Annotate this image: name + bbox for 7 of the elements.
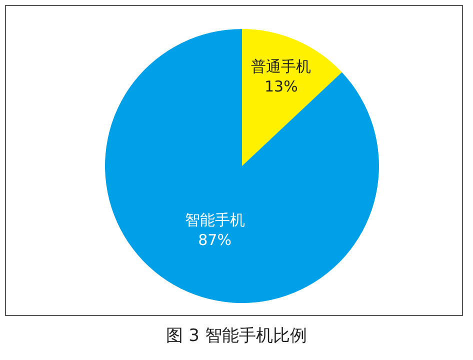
data-label: 87% xyxy=(198,230,232,249)
pie-slice xyxy=(105,29,379,303)
slice-label: 智能手机 xyxy=(184,210,245,229)
pie-slice xyxy=(242,29,342,166)
text: 图 3 智能手机比例 xyxy=(165,325,308,347)
data-label: 13% xyxy=(264,77,298,96)
slice-label: 普通手机 xyxy=(251,57,312,76)
